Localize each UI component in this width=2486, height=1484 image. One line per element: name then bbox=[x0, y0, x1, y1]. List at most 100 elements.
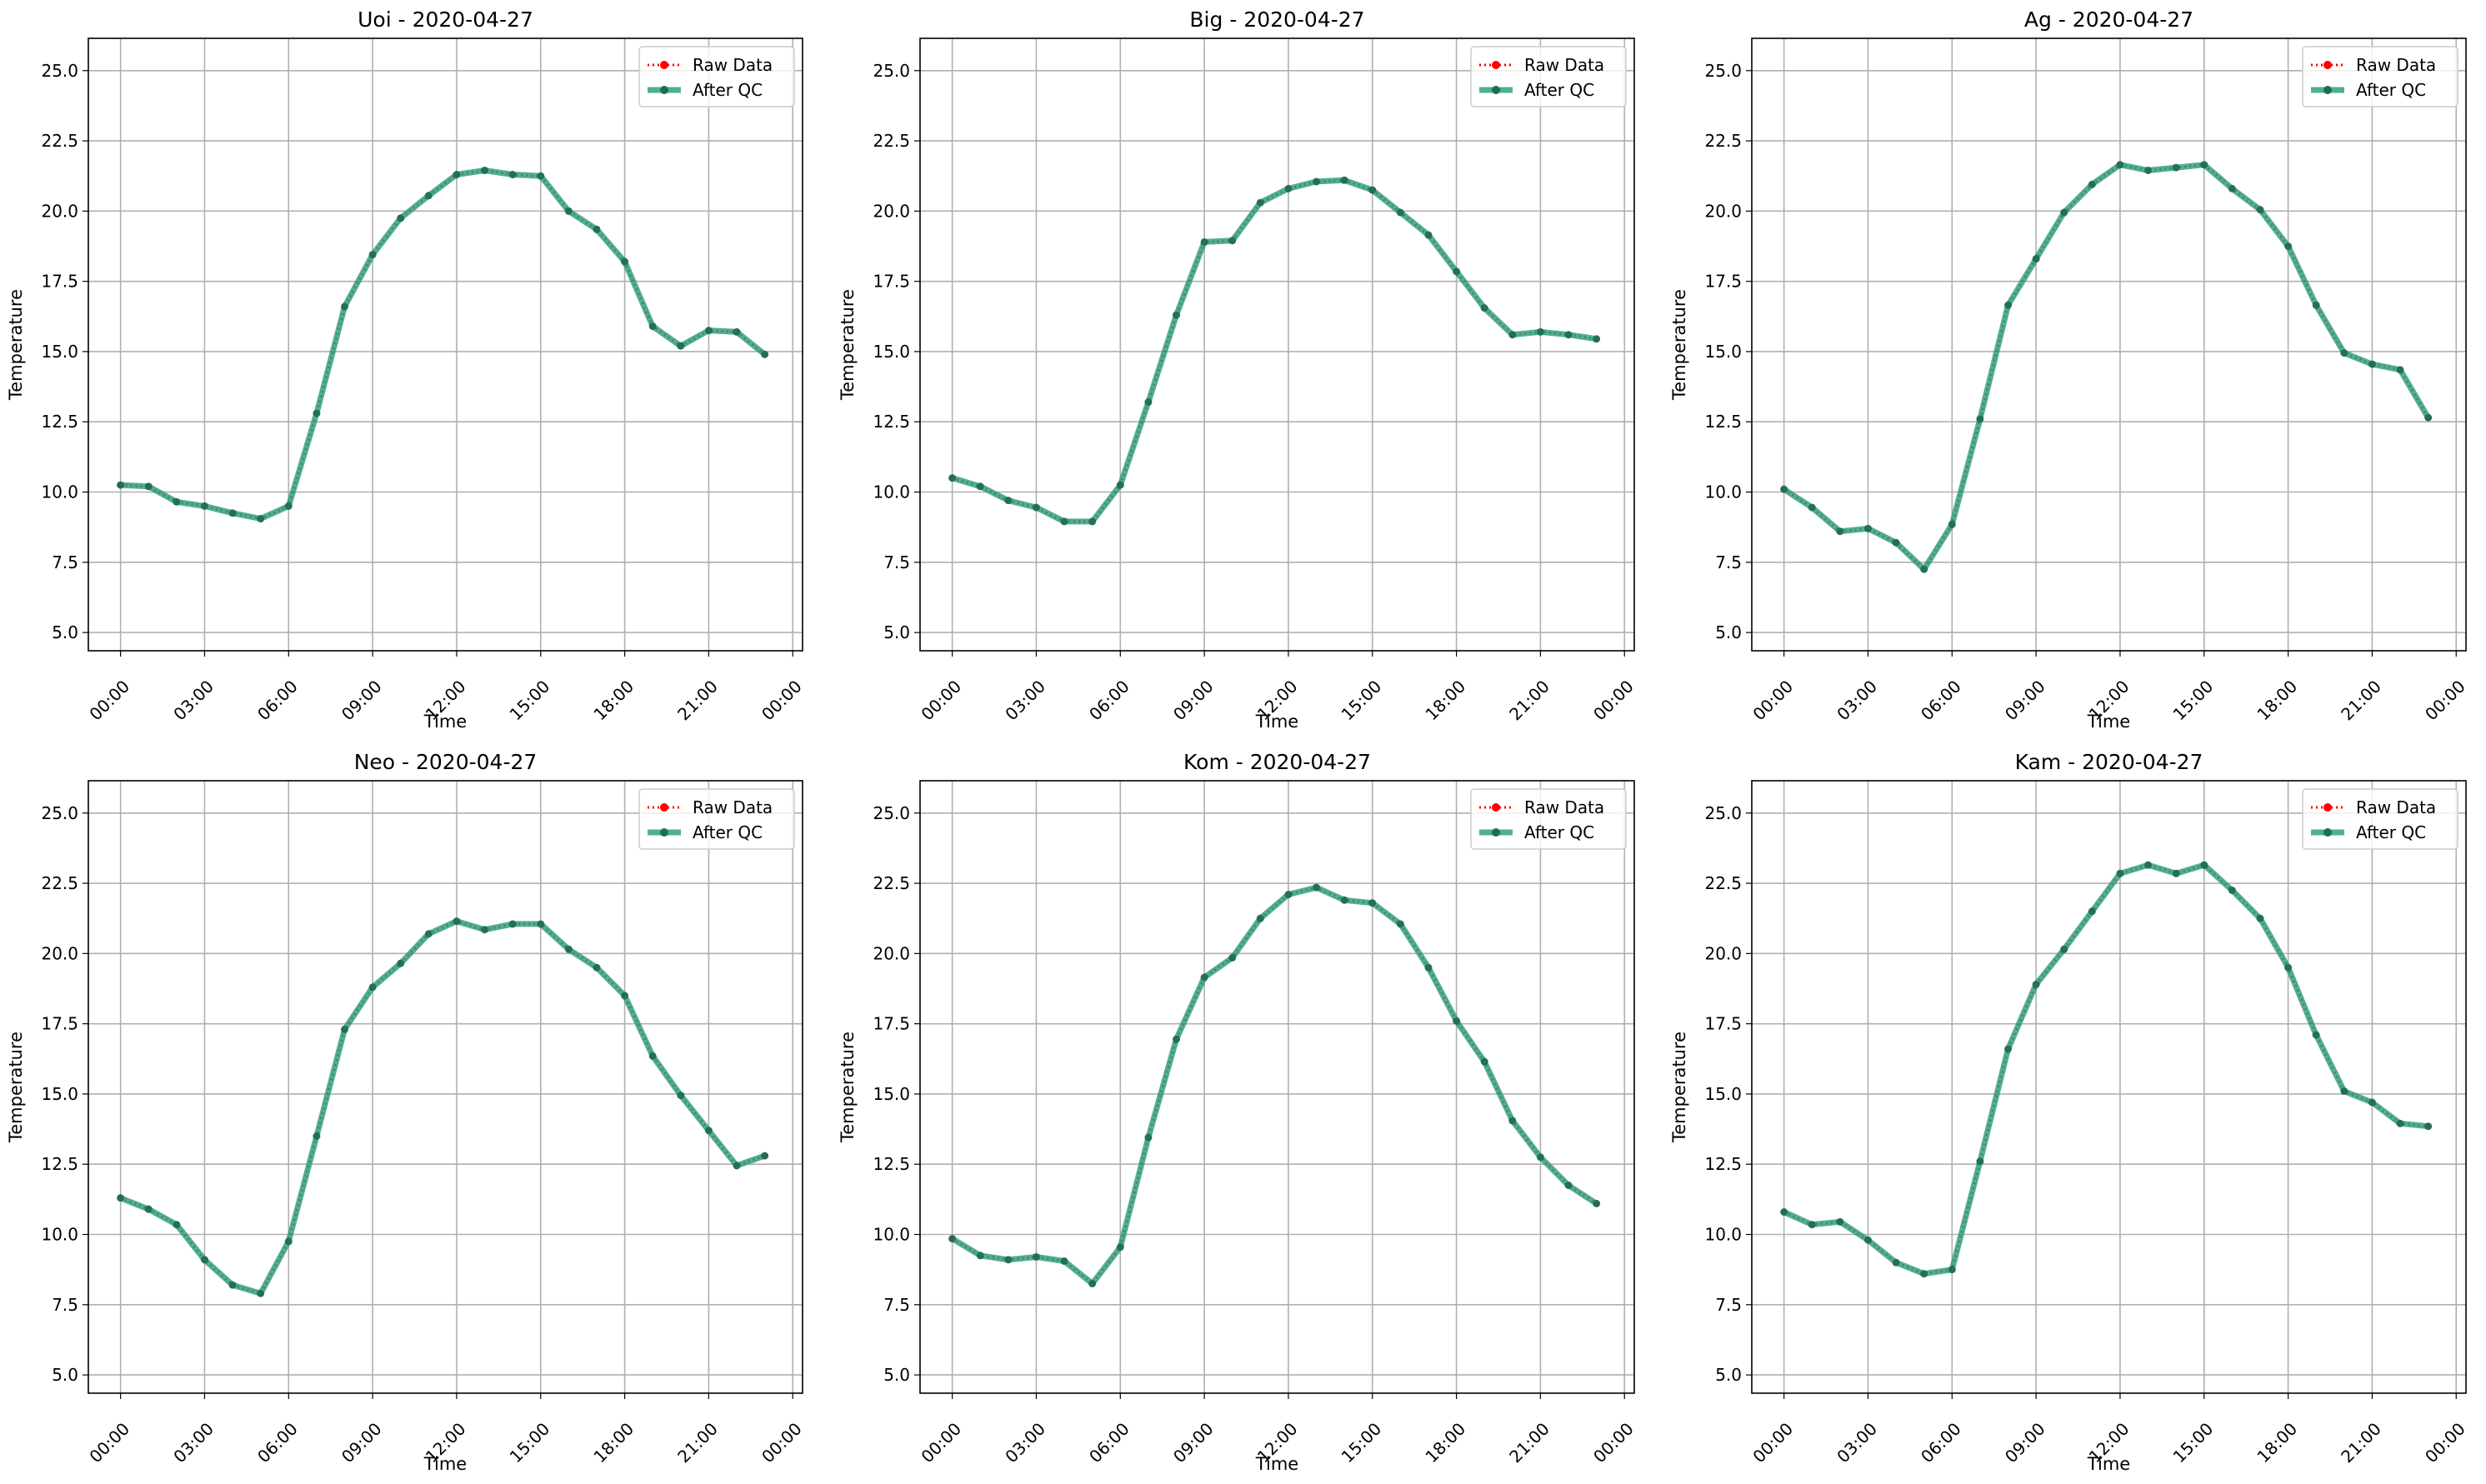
x-tick-label: 03:00 bbox=[169, 1419, 218, 1467]
after-qc-point bbox=[2424, 413, 2433, 422]
after-qc-point bbox=[1948, 1266, 1956, 1274]
after-qc-point bbox=[2116, 161, 2124, 169]
legend-label: After QC bbox=[2356, 80, 2426, 100]
x-tick-label: 00:00 bbox=[1748, 1419, 1797, 1467]
y-tick-label: 25.0 bbox=[41, 803, 78, 823]
x-tick-label: 09:00 bbox=[338, 1419, 386, 1467]
after-qc-point bbox=[2200, 161, 2208, 169]
y-tick-label: 15.0 bbox=[1704, 342, 1742, 362]
after-qc-point bbox=[1340, 176, 1348, 184]
after-qc-point bbox=[1892, 1258, 1900, 1267]
legend-label: After QC bbox=[1524, 822, 1594, 842]
after-qc-point bbox=[1396, 920, 1404, 928]
after-qc-point bbox=[1508, 331, 1517, 339]
after-qc-point bbox=[2088, 907, 2096, 916]
subplot: 00:00 03:00 06:00 09:00 12:00 15:00 18:00 21:00… bbox=[6, 7, 806, 732]
y-tick-label: 12.5 bbox=[41, 1154, 78, 1174]
y-tick-label: 20.0 bbox=[41, 943, 78, 963]
y-tick-label: 17.5 bbox=[873, 272, 910, 292]
y-axis-label: Temperature bbox=[1669, 289, 1689, 401]
after-qc-point bbox=[1836, 527, 1844, 536]
after-qc-point bbox=[2088, 180, 2096, 188]
after-qc-point bbox=[1144, 1133, 1153, 1142]
after-qc-point bbox=[284, 502, 293, 510]
after-qc-point bbox=[2172, 869, 2180, 877]
x-tick-label: 21:00 bbox=[1505, 1419, 1553, 1467]
after-qc-point bbox=[1948, 520, 1956, 528]
y-tick-label: 22.5 bbox=[1704, 873, 1742, 893]
legend-label: After QC bbox=[693, 80, 763, 100]
x-tick-label: 21:00 bbox=[1505, 677, 1553, 725]
grid-lines bbox=[920, 781, 1634, 1393]
y-tick-label: 22.5 bbox=[873, 873, 910, 893]
after-qc-point bbox=[2340, 349, 2348, 357]
y-tick-label: 7.5 bbox=[883, 552, 910, 572]
subplot: 00:00 03:00 06:00 09:00 12:00 15:00 18:00 21:00… bbox=[838, 7, 1638, 732]
x-tick-label: 03:00 bbox=[1833, 677, 1881, 725]
after-qc-point bbox=[648, 1052, 657, 1060]
y-tick-label: 25.0 bbox=[1704, 61, 1742, 81]
after-qc-point bbox=[228, 509, 237, 517]
legend-label: After QC bbox=[693, 822, 763, 842]
y-tick-label: 25.0 bbox=[1704, 803, 1742, 823]
y-tick-label: 7.5 bbox=[52, 1295, 78, 1315]
y-tick-label: 12.5 bbox=[873, 1154, 910, 1174]
grid-lines bbox=[920, 38, 1634, 651]
after-qc-point bbox=[341, 302, 349, 311]
after-qc-point bbox=[173, 1221, 181, 1229]
legend-qc-marker bbox=[2323, 828, 2332, 837]
x-tick-label: 00:00 bbox=[1589, 677, 1638, 725]
x-tick-label: 18:00 bbox=[2253, 1419, 2301, 1467]
after-qc-point bbox=[2312, 301, 2320, 309]
after-qc-point bbox=[1116, 1243, 1124, 1252]
after-qc-point bbox=[976, 482, 984, 491]
legend: Raw Data After QC bbox=[1470, 788, 1627, 850]
y-axis-label: Temperature bbox=[6, 1032, 26, 1143]
after-qc-point bbox=[2144, 861, 2153, 869]
legend-qc-marker bbox=[660, 828, 668, 837]
x-axis-label: Time bbox=[423, 712, 467, 732]
raw-data-line bbox=[120, 920, 766, 1296]
y-tick-label: 25.0 bbox=[873, 803, 910, 823]
after-qc-point bbox=[621, 257, 629, 266]
after-qc-point bbox=[2060, 945, 2068, 953]
after-qc-point bbox=[1808, 1221, 1816, 1229]
x-tick-label: 15:00 bbox=[1338, 677, 1386, 725]
x-tick-label: 15:00 bbox=[2169, 1419, 2218, 1467]
x-tick-label: 09:00 bbox=[2001, 1419, 2049, 1467]
x-tick-label: 03:00 bbox=[1001, 1419, 1049, 1467]
after-qc-point bbox=[1228, 953, 1237, 962]
after-qc-point bbox=[1284, 184, 1293, 192]
after-qc-point bbox=[284, 1237, 293, 1246]
after-qc-point bbox=[733, 1162, 741, 1170]
x-tick-label: 15:00 bbox=[1338, 1419, 1386, 1467]
raw-data-line bbox=[951, 886, 1598, 1286]
after-qc-point bbox=[1004, 1256, 1013, 1264]
x-tick-label: 06:00 bbox=[1085, 1419, 1133, 1467]
after-qc-point bbox=[144, 482, 153, 491]
x-tick-label: 00:00 bbox=[85, 677, 133, 725]
after-qc-point bbox=[1256, 914, 1264, 922]
x-tick-label: 18:00 bbox=[2253, 677, 2301, 725]
y-axis-label: Temperature bbox=[1669, 1032, 1689, 1143]
after-qc-point bbox=[1313, 883, 1321, 892]
x-tick-label: 09:00 bbox=[2001, 677, 2049, 725]
after-qc-point bbox=[1144, 398, 1153, 407]
after-qc-point bbox=[1200, 973, 1208, 982]
x-tick-label: 00:00 bbox=[1748, 677, 1797, 725]
after-qc-point bbox=[2256, 206, 2264, 214]
after-qc-point bbox=[1368, 899, 1377, 907]
legend-raw-marker bbox=[2323, 803, 2332, 812]
after-qc-point bbox=[1088, 517, 1097, 526]
after-qc-point bbox=[1780, 485, 1788, 493]
y-tick-label: 17.5 bbox=[1704, 272, 1742, 292]
x-tick-label: 00:00 bbox=[2421, 677, 2469, 725]
y-tick-label: 12.5 bbox=[41, 412, 78, 432]
after-qc-point bbox=[2004, 301, 2013, 309]
y-tick-label: 12.5 bbox=[873, 412, 910, 432]
after-qc-point bbox=[2200, 861, 2208, 869]
after-qc-point bbox=[2032, 980, 2040, 988]
after-qc-point bbox=[677, 1092, 685, 1100]
x-axis-label: Time bbox=[2087, 1454, 2130, 1474]
y-axis-label: Temperature bbox=[838, 289, 858, 401]
